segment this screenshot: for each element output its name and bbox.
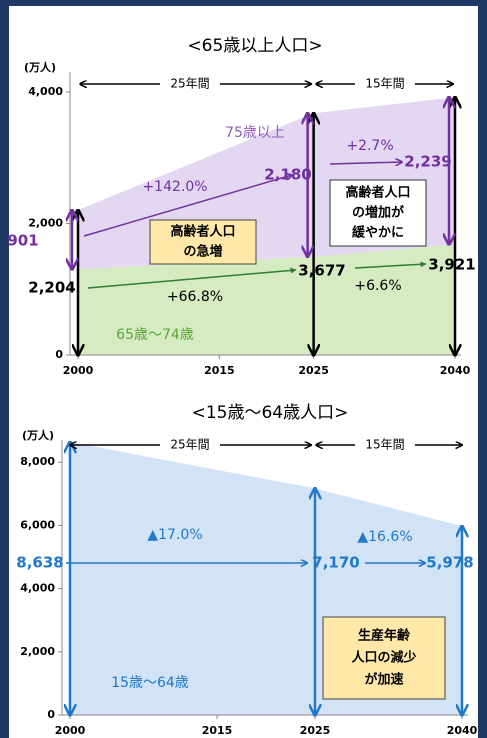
growth-label: +66.8%: [167, 289, 223, 305]
y-tick-label: 4,000: [28, 85, 63, 98]
y-tick-label: 2,000: [20, 645, 55, 658]
period-label: 25年間: [170, 77, 209, 91]
series-label: 65歳〜74歳: [116, 327, 194, 343]
value-label: 8,638: [16, 554, 63, 572]
x-tick-label: 2025: [300, 724, 331, 737]
annotations: <65歳以上人口> (万人) <15歳〜64歳人口> (万人) 25年間 15年…: [7, 36, 476, 700]
note: 高齢者人口: [170, 224, 235, 240]
note: が加速: [364, 672, 403, 688]
y-axis-label: (万人): [22, 428, 54, 442]
period-label: 15年間: [365, 77, 404, 91]
area: [78, 244, 455, 355]
value-label: 2,180: [264, 166, 311, 184]
growth-label: +6.6%: [354, 278, 401, 294]
growth-arrow: [83, 175, 292, 237]
value-label: 3,677: [298, 262, 345, 280]
growth-arrow: [354, 261, 427, 269]
growth-arrow: [329, 162, 402, 164]
series-label: 15歳〜64歳: [111, 675, 189, 691]
value-label: 2,239: [404, 153, 451, 171]
growth-label: ▲16.6%: [357, 529, 412, 545]
growth-label: +2.7%: [346, 138, 393, 154]
growth-label: ▲17.0%: [147, 527, 202, 543]
frame: [0, 0, 9, 738]
note: 高齢者人口: [345, 185, 410, 201]
value-label: 5,978: [426, 554, 473, 572]
note-box: [329, 179, 427, 247]
note-box: [149, 219, 257, 265]
label-bg: [160, 76, 220, 92]
x-tick-label: 2040: [440, 364, 471, 377]
y-tick-label: 0: [55, 348, 63, 361]
note: 緩やかに: [352, 225, 404, 241]
label-bg: [355, 76, 415, 92]
chart-title: <15歳〜64歳人口>: [192, 403, 349, 423]
note: の急増: [183, 244, 222, 260]
value-label: 901: [7, 232, 38, 250]
value-label: 7,170: [312, 554, 359, 572]
growth-label: +142.0%: [142, 179, 207, 195]
x-tick-label: 2000: [55, 724, 86, 737]
y-tick-label: 6,000: [20, 518, 55, 531]
note: 生産年齢: [358, 628, 411, 644]
series-label: 75歳以上: [225, 125, 285, 141]
note: 人口の減少: [351, 650, 416, 666]
value-label: 2,204: [28, 279, 75, 297]
growth-arrow: [87, 267, 297, 289]
x-tick-label: 2025: [298, 364, 329, 377]
x-tick-label: 2000: [63, 364, 94, 377]
chart-title: <65歳以上人口>: [187, 36, 322, 56]
y-tick-label: 2,000: [28, 217, 63, 230]
x-tick-label: 2015: [204, 364, 235, 377]
period-label: 15年間: [365, 438, 404, 452]
value-label: 3,921: [428, 256, 475, 274]
y-axis-label: (万人): [24, 60, 56, 74]
x-tick-label: 2040: [447, 724, 478, 737]
note-box: [322, 616, 446, 700]
y-tick-label: 8,000: [20, 455, 55, 468]
label-bg: [355, 437, 415, 453]
label-bg: [160, 437, 220, 453]
y-tick-label: 0: [47, 708, 55, 721]
y-tick-label: 4,000: [20, 582, 55, 595]
frame: [478, 0, 487, 738]
x-tick-label: 2015: [202, 724, 233, 737]
frame: [0, 0, 487, 6]
period-label: 25年間: [170, 438, 209, 452]
note: の増加が: [352, 205, 404, 221]
